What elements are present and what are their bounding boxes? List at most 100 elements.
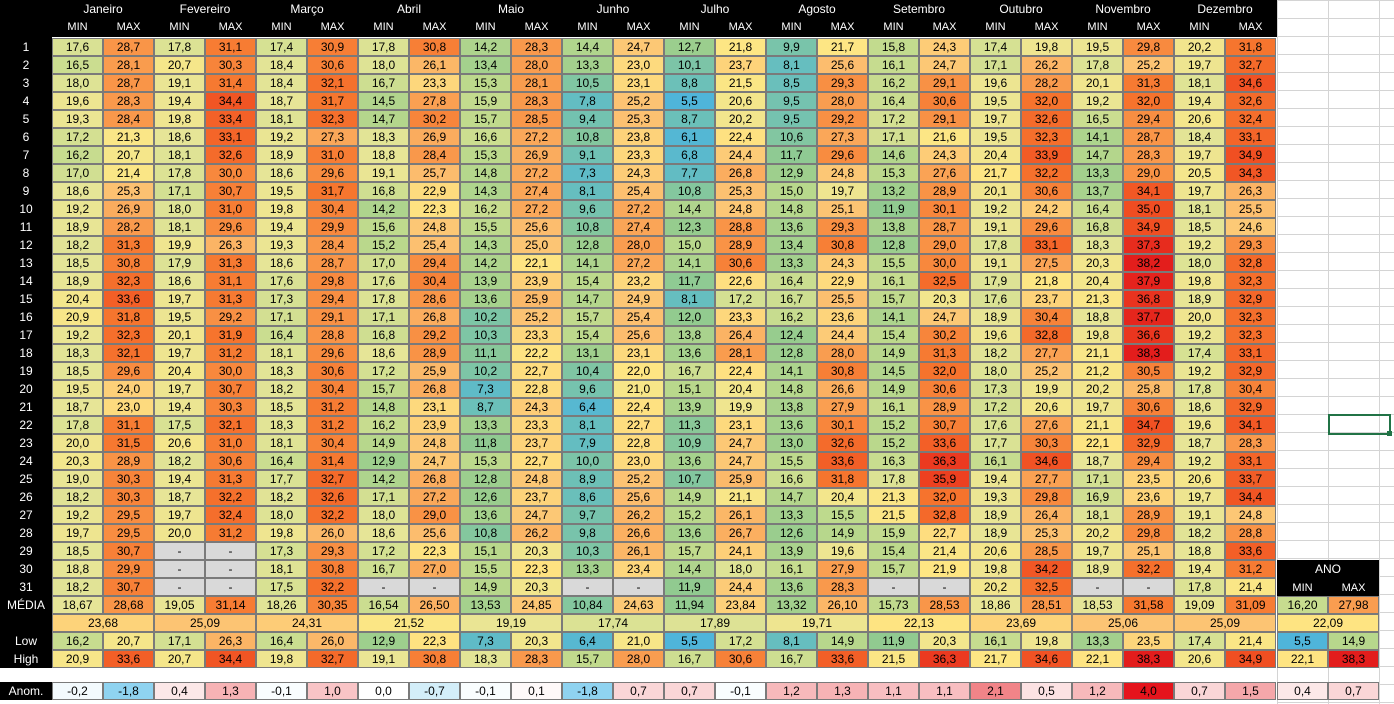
- cell: [409, 452, 460, 470]
- cell-value: 19,8: [1035, 634, 1059, 648]
- row-label: 2: [23, 58, 30, 72]
- cell-value: 28,8: [321, 328, 345, 342]
- cell-value: 25,5: [831, 292, 855, 306]
- cell-value: 29,9: [117, 562, 141, 576]
- cell: [1123, 236, 1174, 254]
- cell: [919, 236, 970, 254]
- cell-value: 24,7: [933, 58, 957, 72]
- cell: [664, 452, 715, 470]
- column-header: MIN: [475, 21, 495, 33]
- cell: [307, 542, 358, 560]
- cell: [1021, 218, 1072, 236]
- cell: [409, 326, 460, 344]
- cell: [1174, 290, 1225, 308]
- cell: [868, 632, 919, 650]
- cell: [52, 128, 103, 146]
- cell-value: 23,6: [831, 310, 855, 324]
- cell: [1225, 362, 1276, 380]
- cell: [1123, 434, 1174, 452]
- cell-value: -: [229, 544, 233, 558]
- cell: [1225, 236, 1276, 254]
- cell: [1021, 434, 1072, 452]
- cell-value: 6,8: [681, 148, 698, 162]
- cell-value: 8,1: [579, 184, 596, 198]
- cell: [52, 56, 103, 74]
- cell-value: 16,7: [780, 652, 804, 666]
- cell-value: 27,7: [1035, 346, 1059, 360]
- cell-value: 26,4: [729, 328, 753, 342]
- cell: [1174, 560, 1225, 578]
- column-header: MIN: [67, 21, 87, 33]
- cell-value: 30,0: [219, 166, 243, 180]
- cell: [154, 74, 205, 92]
- cell-value: 13,3: [780, 256, 804, 270]
- cell: [562, 254, 613, 272]
- cell: [358, 290, 409, 308]
- cell: [460, 416, 511, 434]
- cell-value: 19,2: [1086, 94, 1110, 108]
- cell: [409, 308, 460, 326]
- cell-value: 28,9: [933, 400, 957, 414]
- cell: [154, 128, 205, 146]
- cell: [970, 164, 1021, 182]
- cell-value: 26,0: [321, 526, 345, 540]
- cell-value: 14,5: [882, 364, 906, 378]
- cell-value: 21,7: [984, 652, 1008, 666]
- cell: [1123, 362, 1174, 380]
- cell-value: 12,8: [780, 346, 804, 360]
- cell-value: 23,3: [423, 76, 447, 90]
- cell: [766, 218, 817, 236]
- cell: [52, 110, 103, 128]
- cell: [154, 650, 205, 668]
- cell: [154, 290, 205, 308]
- cell: [664, 326, 715, 344]
- cell: [715, 182, 766, 200]
- cell: [562, 182, 613, 200]
- cell-value: 19,7: [66, 526, 90, 540]
- cell-value: -: [892, 580, 896, 594]
- cell: [868, 236, 919, 254]
- cell: [868, 308, 919, 326]
- cell: [52, 290, 103, 308]
- cell-value: 13,3: [1086, 166, 1110, 180]
- cell: [562, 236, 613, 254]
- cell-value: 7,8: [579, 94, 596, 108]
- cell: [868, 272, 919, 290]
- cell: [409, 524, 460, 542]
- cell: [52, 560, 103, 578]
- cell-value: 14,1: [882, 310, 906, 324]
- cell: [460, 524, 511, 542]
- cell-value: 23,5: [1137, 634, 1161, 648]
- cell-value: 14,7: [372, 112, 396, 126]
- cell-value: 18,3: [66, 346, 90, 360]
- cell-value: 34,6: [1035, 454, 1059, 468]
- cell-value: 25,8: [1137, 382, 1161, 396]
- cell-value: 11,9: [882, 202, 905, 216]
- cell: [1021, 56, 1072, 74]
- cell-value: 33,4: [219, 112, 243, 126]
- cell: [715, 56, 766, 74]
- cell: [970, 254, 1021, 272]
- cell-value: 27,9: [831, 562, 855, 576]
- cell-value: 19,8: [1086, 328, 1110, 342]
- cell: [664, 38, 715, 56]
- cell-value: 27,4: [627, 220, 651, 234]
- cell-value: 26,6: [831, 382, 855, 396]
- cell-value: 22,4: [627, 400, 651, 414]
- cell-value: 17,7: [270, 472, 294, 486]
- cell: [613, 254, 664, 272]
- cell: [256, 164, 307, 182]
- cell: [307, 380, 358, 398]
- cell-value: 19,7: [1086, 400, 1110, 414]
- cell-value: 17,8: [372, 292, 396, 306]
- cell: [103, 524, 154, 542]
- cell: [358, 236, 409, 254]
- cell: [715, 200, 766, 218]
- cell-value: 2,1: [987, 684, 1004, 698]
- cell: [766, 290, 817, 308]
- cell-value: -0,1: [730, 684, 751, 698]
- cell-value: 10,0: [576, 454, 600, 468]
- cell-value: 27,2: [627, 256, 651, 270]
- cell: [562, 398, 613, 416]
- column-header: MIN: [577, 21, 597, 33]
